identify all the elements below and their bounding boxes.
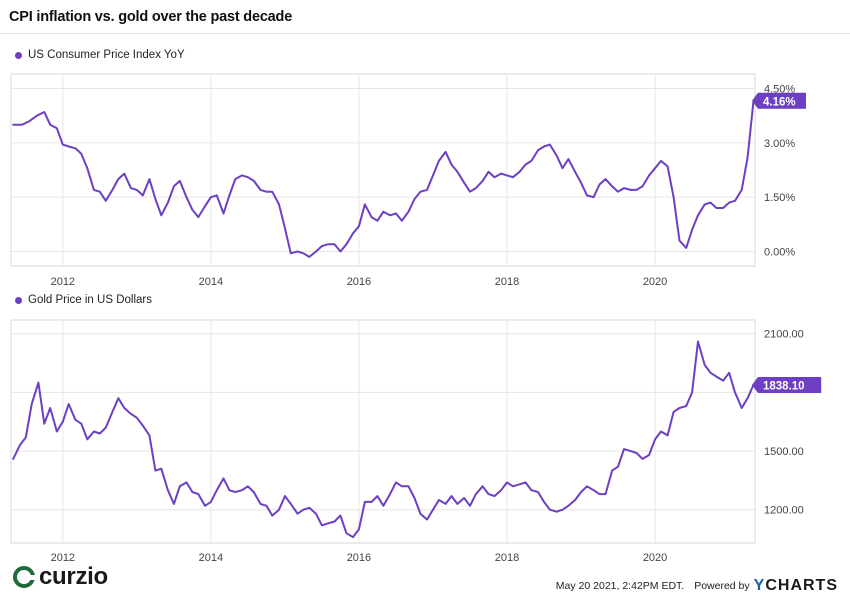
cpi-x-tick-label: 2016 <box>347 276 371 288</box>
gold-last-value-label: 1838.10 <box>763 380 805 392</box>
curzio-logo-text: curzio <box>39 563 108 590</box>
ycharts-logo-y: Y <box>753 577 766 594</box>
ycharts-logo-text: CHARTS <box>765 577 838 594</box>
curzio-logo-mark-icon <box>13 566 36 588</box>
cpi-x-tick-label: 2020 <box>643 276 667 288</box>
footer-powered-by: Powered by <box>694 580 750 592</box>
gold-plot-frame <box>10 319 756 544</box>
legend-cpi-marker <box>15 51 22 59</box>
cpi-series-line <box>12 99 755 258</box>
ycharts-logo[interactable]: YCHARTS <box>754 577 838 595</box>
footer: May 20 2021, 2:42PM EDT. Powered by YCHA… <box>556 577 838 595</box>
legend-gold[interactable]: Gold Price in US Dollars <box>15 294 152 306</box>
gold-y-tick-label: 2100.00 <box>764 329 804 341</box>
legend-gold-marker <box>15 296 22 304</box>
gold-x-tick-label: 2018 <box>495 552 519 564</box>
cpi-plot-frame <box>10 73 756 267</box>
gold-y-tick-label: 1200.00 <box>764 505 804 517</box>
gold-last-value-badge <box>752 376 822 393</box>
cpi-last-value-label: 4.16% <box>763 96 796 108</box>
gold-series-line <box>12 340 755 539</box>
curzio-logo[interactable]: curzio <box>13 563 108 591</box>
gold-x-tick-label: 2020 <box>643 552 667 564</box>
chart-title: CPI inflation vs. gold over the past dec… <box>9 9 293 25</box>
cpi-x-tick-label: 2014 <box>199 276 223 288</box>
cpi-y-tick-label: 0.00% <box>764 247 795 259</box>
title-divider <box>0 33 850 34</box>
cpi-y-tick-label: 1.50% <box>764 192 795 204</box>
cpi-x-tick-label: 2012 <box>51 276 75 288</box>
legend-cpi-label: US Consumer Price Index YoY <box>28 49 185 61</box>
gold-y-tick-label: 1500.00 <box>764 446 804 458</box>
cpi-y-tick-label: 4.50% <box>764 83 795 95</box>
cpi-x-tick-label: 2018 <box>495 276 519 288</box>
legend-cpi[interactable]: US Consumer Price Index YoY <box>15 49 185 61</box>
legend-gold-label: Gold Price in US Dollars <box>28 294 152 306</box>
gold-x-tick-label: 2014 <box>199 552 223 564</box>
footer-timestamp: May 20 2021, 2:42PM EDT. <box>555 580 685 592</box>
cpi-y-tick-label: 3.00% <box>764 138 795 150</box>
gold-x-tick-label: 2012 <box>51 552 75 564</box>
cpi-last-value-badge <box>752 92 806 109</box>
gold-x-tick-label: 2016 <box>347 552 371 564</box>
